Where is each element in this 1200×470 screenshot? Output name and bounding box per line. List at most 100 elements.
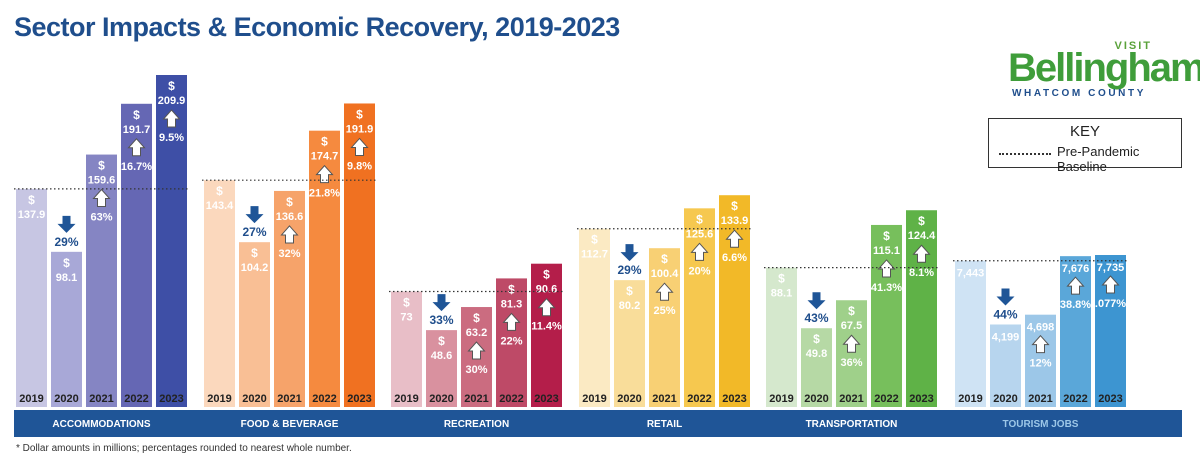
bar-change-label: 41.3% [871, 282, 902, 294]
bar-value-label: 48.6 [431, 350, 452, 362]
bar-currency-symbol: $ [778, 272, 785, 286]
bar-currency-symbol: $ [286, 195, 293, 209]
bar-value-label: 80.2 [619, 300, 640, 312]
bar-value-label: 100.4 [651, 268, 679, 280]
bar-value-label: 4,698 [1027, 322, 1055, 334]
bar-change-label: 25% [653, 305, 675, 317]
year-tick-label: 2022 [124, 393, 148, 405]
bar-currency-symbol: $ [133, 108, 140, 122]
bar-currency-symbol: $ [473, 311, 480, 325]
bar-currency-symbol: $ [216, 184, 223, 198]
year-tick-label: 2022 [1063, 393, 1087, 405]
bar [766, 267, 797, 407]
bar-currency-symbol: $ [918, 214, 925, 228]
bar-currency-symbol: $ [591, 233, 598, 247]
bar-change-label: 30% [465, 364, 487, 376]
down-arrow-icon [807, 292, 826, 310]
bar [204, 180, 235, 407]
year-tick-label: 2020 [242, 393, 266, 405]
year-tick-label: 2021 [1028, 393, 1052, 405]
bar [391, 291, 422, 407]
bar-change-label: 9.8% [347, 160, 372, 172]
bar-value-label: 49.8 [806, 348, 827, 360]
up-arrow-icon [842, 334, 861, 353]
year-tick-label: 2020 [993, 393, 1017, 405]
bar [531, 263, 562, 407]
bar-currency-symbol: $ [731, 199, 738, 213]
category-band [14, 410, 1182, 437]
sector-group: $88.1 2019 $49.8 43% 2020 $67.5 36% 2021 $115.1 4… [764, 210, 939, 430]
up-arrow-icon [537, 297, 556, 317]
chart-title: Sector Impacts & Economic Recovery, 2019… [14, 12, 620, 42]
bar-currency-symbol: $ [661, 252, 668, 266]
bar [614, 280, 645, 407]
bar-value-label: 81.3 [501, 298, 522, 310]
bar [16, 188, 47, 407]
up-arrow-icon [350, 137, 369, 156]
bar-value-label: 7,735 [1097, 262, 1125, 274]
bar [801, 328, 832, 407]
visit-bellingham-logo: VISIT Bellingham WHATCOM COUNTY [1008, 40, 1200, 100]
bar [649, 248, 680, 407]
sector-category-label: RECREATION [444, 419, 509, 430]
bar-change-label: 12% [1029, 358, 1051, 370]
bar-currency-symbol: $ [403, 296, 410, 310]
bar-currency-symbol: $ [848, 304, 855, 318]
bar-currency-symbol: $ [438, 334, 445, 348]
down-arrow-icon [432, 294, 451, 312]
bar-currency-symbol: $ [356, 107, 363, 121]
bar-value-label: 73 [400, 312, 412, 324]
bar [906, 210, 937, 407]
bar-value-label: 67.5 [841, 320, 862, 332]
up-arrow-icon [912, 244, 931, 263]
bar-change-label: 29% [617, 263, 641, 277]
bar-currency-symbol: $ [883, 229, 890, 243]
bar [274, 190, 305, 407]
bar-value-label: 115.1 [873, 245, 900, 257]
bar-change-label: 29% [54, 235, 78, 249]
bar-value-label: 88.1 [771, 288, 792, 300]
bar [156, 75, 187, 407]
year-tick-label: 2020 [617, 393, 641, 405]
bar-change-label: 63% [90, 212, 112, 224]
bar [239, 242, 270, 407]
up-arrow-icon [502, 312, 521, 331]
bar-change-label: 38.8% [1060, 299, 1091, 311]
year-tick-label: 2023 [347, 393, 371, 405]
bar-change-label: 22% [500, 335, 522, 347]
key-title: KEY [1069, 123, 1100, 140]
bar-currency-symbol: $ [168, 79, 175, 93]
bar [426, 330, 457, 407]
sector-group: 7,443 2019 4,199 44% 2020 4,698 12% 2021 7,676 38… [953, 255, 1128, 430]
down-arrow-icon [620, 244, 639, 262]
bar-currency-symbol: $ [813, 332, 820, 346]
bar-currency-symbol: $ [696, 212, 703, 226]
sector-category-label: FOOD & BEVERAGE [241, 419, 339, 430]
bar-value-label: 90.6 [536, 284, 557, 296]
bar [836, 300, 867, 407]
bar-change-label: .077% [1095, 298, 1126, 310]
sector-group: $137.9 2019 $98.1 29% 2020 $159.6 63% 2021 $191.… [14, 75, 189, 430]
logo-county-text: WHATCOM COUNTY [1012, 88, 1146, 99]
bar-value-label: 4,199 [992, 331, 1020, 343]
logo-visit-text: VISIT [1114, 40, 1152, 52]
bar-change-label: 27% [242, 225, 266, 239]
bar-change-label: 16.7% [121, 161, 152, 173]
bar-currency-symbol: $ [508, 282, 515, 296]
year-tick-label: 2023 [1098, 393, 1122, 405]
year-tick-label: 2022 [687, 393, 711, 405]
bar-change-label: 32% [278, 248, 300, 260]
year-tick-label: 2019 [769, 393, 793, 405]
bar-value-label: 191.9 [346, 123, 374, 135]
down-arrow-icon [245, 206, 264, 224]
bar [496, 278, 527, 407]
bar-value-label: 159.6 [88, 175, 116, 187]
bar-value-label: 133.9 [721, 215, 749, 227]
bar-change-label: 8.1% [909, 267, 934, 279]
up-arrow-icon [127, 138, 146, 157]
bar-value-label: 104.2 [241, 262, 269, 274]
sector-bar-chart: $137.9 2019 $98.1 29% 2020 $159.6 63% 2021 $191.… [14, 75, 1182, 437]
key-baseline-label: Pre-Pandemic Baseline [1057, 144, 1140, 174]
up-arrow-icon [467, 341, 486, 360]
bar [579, 228, 610, 407]
